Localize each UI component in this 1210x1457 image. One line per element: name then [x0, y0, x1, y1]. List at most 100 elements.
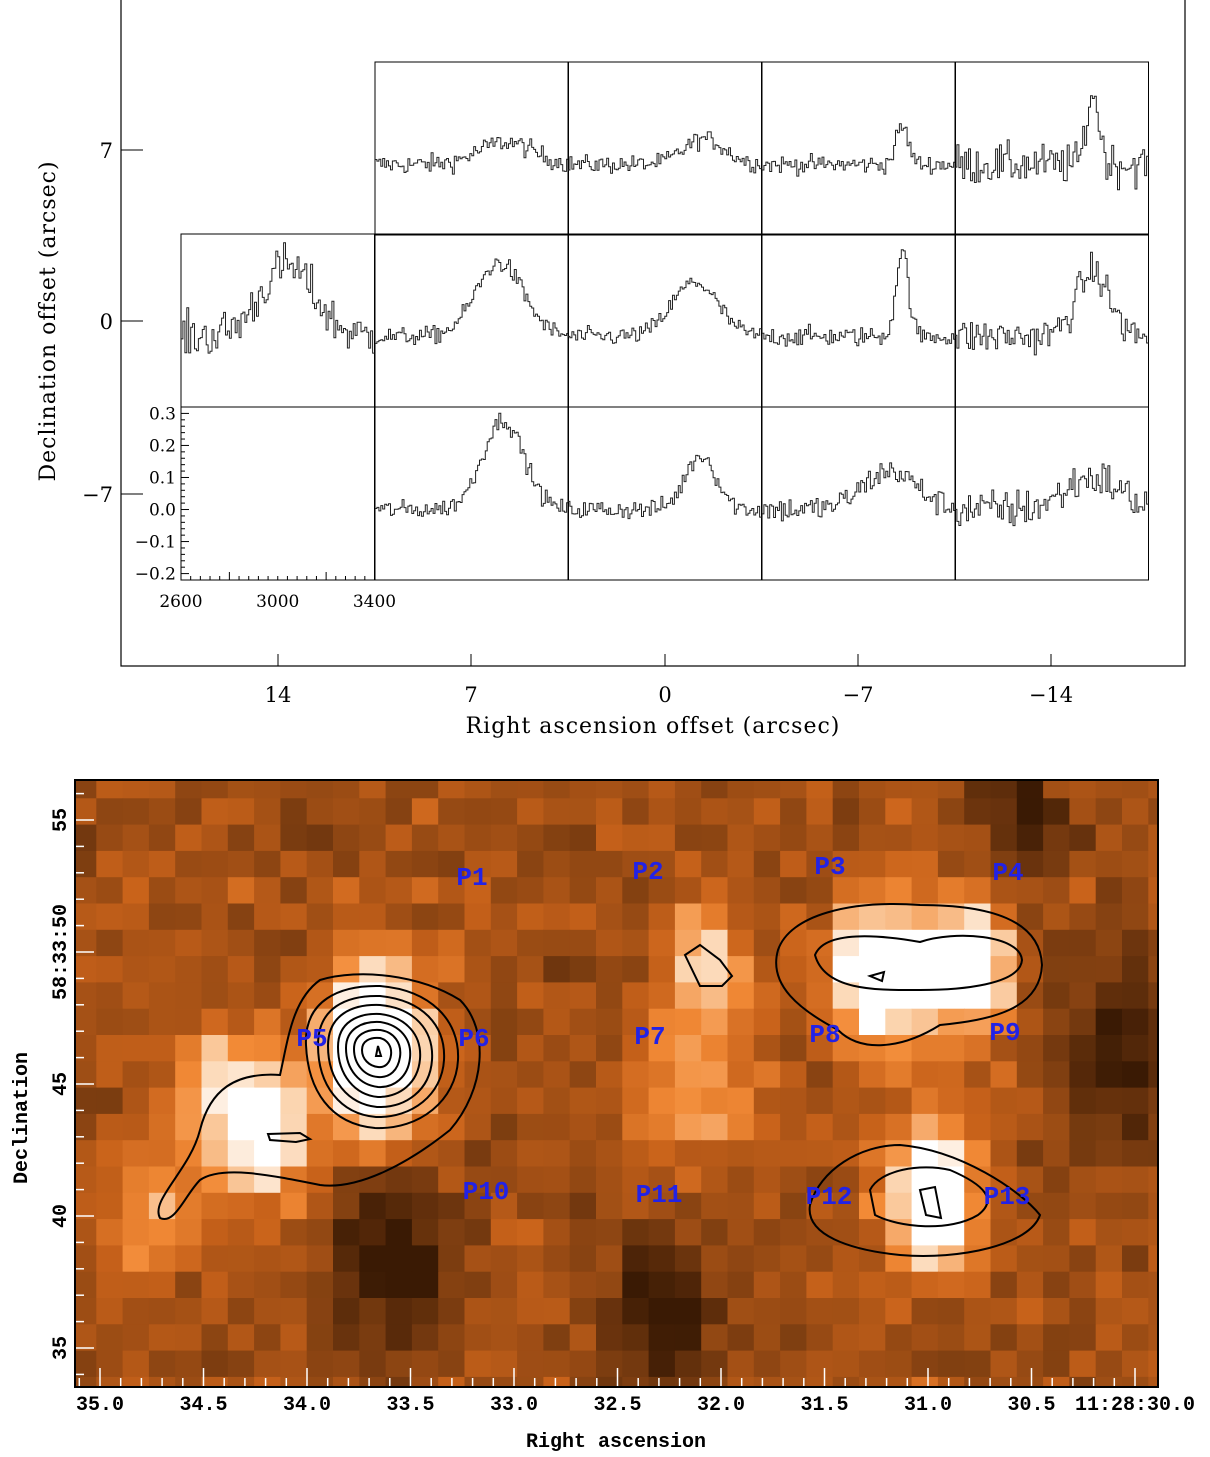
heatmap-cell: [1016, 1219, 1044, 1246]
position-label: P11: [636, 1180, 683, 1210]
heatmap-cell: [1122, 956, 1149, 983]
y-tick-label: −7: [82, 483, 113, 507]
heatmap-cell: [806, 1113, 834, 1141]
heatmap-cell: [280, 877, 308, 905]
heatmap-cell: [727, 877, 755, 905]
heatmap-cell: [674, 780, 702, 799]
heatmap-cell: [596, 1376, 623, 1387]
heatmap-cell: [622, 929, 650, 957]
heatmap-cell: [464, 1166, 492, 1194]
heatmap-cell: [75, 1298, 97, 1325]
heatmap-cell: [306, 1087, 334, 1115]
heatmap-cell: [306, 1113, 334, 1141]
heatmap-cell: [832, 929, 860, 957]
heatmap-cell: [464, 1324, 492, 1352]
heatmap-cell: [280, 982, 308, 1010]
heatmap-cell: [596, 956, 623, 983]
contour-line: [304, 984, 460, 1130]
heatmap-cell: [517, 780, 544, 799]
x-tick-label: 30.5: [1007, 1394, 1055, 1417]
heatmap-cell: [201, 824, 229, 852]
heatmap-cell: [254, 877, 281, 905]
heatmap-cell: [306, 929, 334, 957]
y-tick-label: 0: [100, 310, 113, 334]
heatmap-cell: [75, 903, 97, 931]
heatmap-cell: [1148, 1035, 1158, 1062]
heatmap-cell: [990, 1376, 1018, 1387]
heatmap-cell: [543, 1245, 571, 1273]
heatmap-cell: [648, 903, 676, 931]
heatmap-cell: [727, 1192, 755, 1220]
heatmap-cell: [359, 1192, 387, 1220]
heatmap-cell: [280, 1324, 308, 1352]
heatmap-cell: [885, 850, 913, 878]
heatmap-cell: [648, 1166, 676, 1194]
heatmap-cell: [753, 1061, 781, 1089]
heatmap-cell: [517, 1192, 544, 1220]
heatmap-cell: [596, 1192, 623, 1220]
heatmap-cell: [911, 1087, 939, 1115]
heatmap-cell: [701, 1350, 729, 1378]
heatmap-cell: [753, 903, 781, 931]
heatmap-cell: [622, 1113, 650, 1141]
heatmap-cell: [385, 903, 413, 931]
heatmap-cell: [201, 1192, 229, 1220]
heatmap-cell: [1043, 1008, 1070, 1036]
position-label: P1: [456, 863, 487, 893]
inset-x-tick-label: 2600: [159, 592, 202, 612]
heatmap-cell: [333, 1271, 360, 1299]
heatmap-cell: [543, 1271, 571, 1299]
heatmap-cell: [1122, 903, 1149, 931]
heatmap-cell: [569, 1245, 597, 1273]
heatmap-cell: [254, 1298, 281, 1325]
heatmap-cell: [1148, 798, 1158, 826]
heatmap-cell: [1095, 1350, 1123, 1378]
heatmap-cell: [990, 798, 1018, 826]
heatmap-cell: [911, 1298, 939, 1325]
heatmap-cell: [148, 1350, 176, 1378]
heatmap-cell: [674, 824, 702, 852]
heatmap-cell: [122, 1271, 150, 1299]
heatmap-cell: [201, 1219, 229, 1246]
heatmap-cell: [648, 1140, 676, 1168]
heatmap-cell: [727, 1113, 755, 1141]
heatmap-cell: [1016, 1061, 1044, 1089]
heatmap-cell: [280, 1113, 308, 1141]
heatmap-cell: [490, 1140, 518, 1168]
heatmap-cell: [806, 1350, 834, 1378]
heatmap-cell: [122, 1298, 150, 1325]
heatmap-cell: [674, 1166, 702, 1194]
heatmap-cell: [1069, 1113, 1097, 1141]
heatmap-cell: [727, 1035, 755, 1062]
y-tick-label: 45: [50, 1072, 73, 1096]
x-tick-label: 7: [464, 683, 477, 707]
heatmap-cell: [411, 824, 439, 852]
heatmap-cell: [1043, 1298, 1070, 1325]
heatmap-cell: [175, 1192, 203, 1220]
heatmap-cell: [990, 1087, 1018, 1115]
heatmap-cell: [806, 1324, 834, 1352]
heatmap-cell: [517, 1324, 544, 1352]
heatmap-cell: [753, 824, 781, 852]
heatmap-cell: [543, 903, 571, 931]
heatmap-cell: [885, 798, 913, 826]
heatmap-cell: [122, 1192, 150, 1220]
heatmap-cell: [990, 1061, 1018, 1089]
heatmap-cell: [701, 1035, 729, 1062]
heatmap-cell: [1069, 903, 1097, 931]
heatmap-cell: [411, 1324, 439, 1352]
heatmap-cell: [333, 1113, 360, 1141]
heatmap-cell: [254, 1245, 281, 1273]
heatmap-cell: [359, 850, 387, 878]
spectrum-line: [762, 249, 956, 347]
heatmap-cell: [75, 1192, 97, 1220]
heatmap-cell: [648, 1113, 676, 1141]
heatmap-cell: [75, 850, 97, 878]
heatmap-cell: [543, 1035, 571, 1062]
heatmap-cell: [254, 1324, 281, 1352]
heatmap-cell: [227, 1140, 255, 1168]
heatmap-cell: [411, 1113, 439, 1141]
heatmap-cell: [438, 1350, 466, 1378]
heatmap-cell: [596, 982, 623, 1010]
